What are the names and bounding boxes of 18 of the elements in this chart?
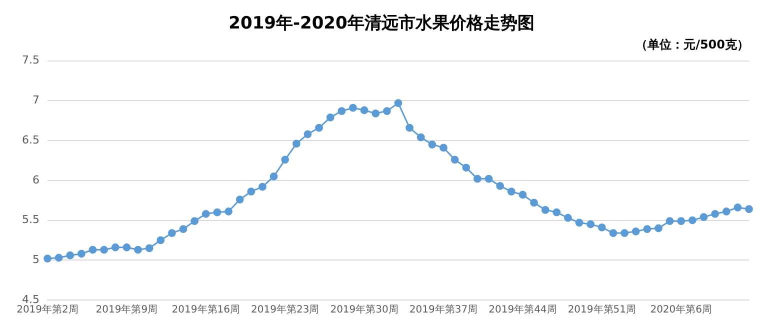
x-tick-label: 2020年第6周 — [650, 304, 712, 316]
x-tick-label: 2019年第16周 — [172, 304, 240, 316]
x-tick-label: 2019年第23周 — [251, 304, 320, 316]
y-tick-label: 7 — [32, 94, 40, 107]
x-tick-label: 2019年第44周 — [488, 304, 557, 316]
chart-title: 2019年-2020年清远市水果价格走势图 — [228, 14, 534, 34]
y-tick-label: 5 — [32, 252, 40, 266]
y-tick-label: 6 — [32, 173, 40, 186]
x-tick-label: 2019年第2周 — [16, 304, 78, 316]
x-tick-label: 2019年第30周 — [330, 304, 398, 316]
x-tick-label: 2019年第37周 — [409, 304, 478, 316]
y-tick-label: 5.5 — [22, 213, 40, 226]
x-tick-label: 2019年第51周 — [568, 304, 636, 316]
y-tick-label: 4.5 — [22, 292, 40, 306]
x-tick-label: 2019年第9周 — [96, 304, 158, 316]
y-tick-label: 6.5 — [22, 133, 40, 146]
chart-subtitle: （单位：元/500克） — [636, 38, 749, 52]
y-tick-label: 7.5 — [22, 54, 40, 67]
